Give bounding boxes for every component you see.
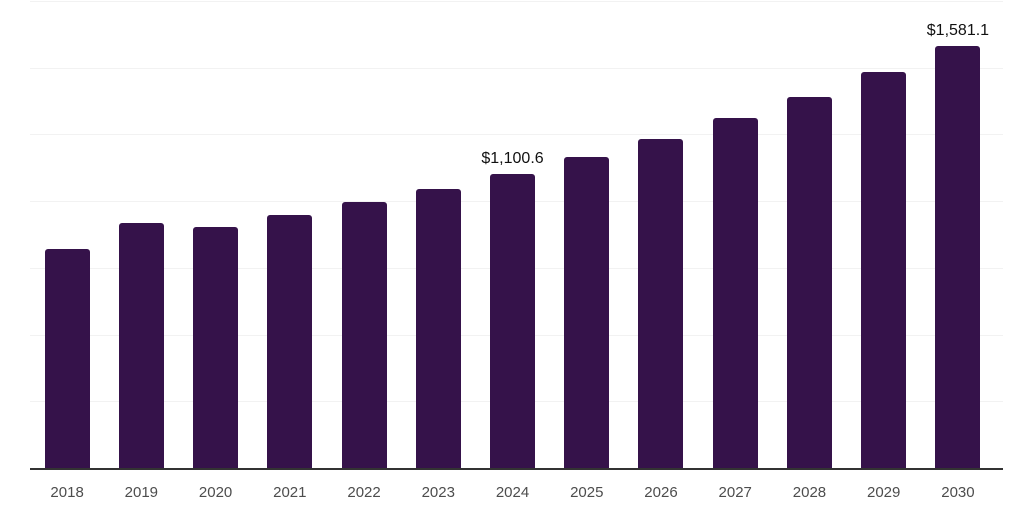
bar-2022: [341, 201, 387, 468]
bar-column-2022: [327, 1, 401, 468]
bar-column-2030: $1,581.1: [921, 1, 995, 468]
bar-2028: [786, 97, 832, 468]
bar-2029: [861, 72, 907, 468]
bar-2023: [415, 188, 461, 468]
x-tick-2024: 2024: [495, 484, 530, 501]
bar-2019: [118, 222, 164, 468]
bar-2026: [638, 138, 684, 468]
bar-column-2028: [772, 1, 846, 468]
bar-column-2021: [253, 1, 327, 468]
bar-column-2025: [550, 1, 624, 468]
x-tick-2030: 2030: [941, 484, 975, 501]
bar-column-2026: [624, 1, 698, 468]
bar-column-2018: [30, 1, 104, 468]
x-tick-2019: 2019: [124, 484, 159, 501]
x-tick-2023: 2023: [421, 484, 455, 501]
bar-column-2019: [104, 1, 178, 468]
bar-2027: [712, 118, 758, 468]
bar-2030: [935, 46, 981, 468]
bar-2018: [44, 249, 90, 468]
value-label-2024: $1,100.6: [481, 150, 544, 168]
x-tick-2021: 2021: [273, 484, 307, 501]
x-tick-2022: 2022: [347, 484, 381, 501]
bar-column-2024: $1,100.6: [475, 1, 549, 468]
bar-column-2020: [178, 1, 252, 468]
x-tick-2026: 2026: [644, 484, 678, 501]
bar-2020: [193, 226, 239, 468]
bar-column-2029: [847, 1, 921, 468]
bar-columns: $1,100.6 $1,581.1: [30, 1, 995, 468]
x-axis-tick-labels: 2018 2019 2020 2021 2022 2023 2024 2025 2026 2027…: [30, 483, 995, 503]
bar-column-2023: [401, 1, 475, 468]
bar-2025: [564, 156, 610, 468]
gridline-1250: [30, 134, 1003, 136]
bar-2021: [267, 214, 313, 468]
x-tick-2020: 2020: [198, 484, 233, 501]
gridline-1500: [30, 67, 1003, 69]
plot-area: $1,100.6 $1,581.1: [30, 1, 1003, 470]
x-tick-2029: 2029: [867, 484, 901, 501]
bar-column-2027: [698, 1, 772, 468]
x-tick-2028: 2028: [792, 484, 827, 501]
value-label-2030: $1,581.1: [926, 22, 990, 40]
x-tick-2025: 2025: [570, 484, 604, 501]
gridline-1750: [30, 1, 1003, 2]
bar-2024: [490, 174, 536, 468]
x-tick-2027: 2027: [718, 484, 752, 501]
x-tick-2018: 2018: [50, 484, 84, 501]
